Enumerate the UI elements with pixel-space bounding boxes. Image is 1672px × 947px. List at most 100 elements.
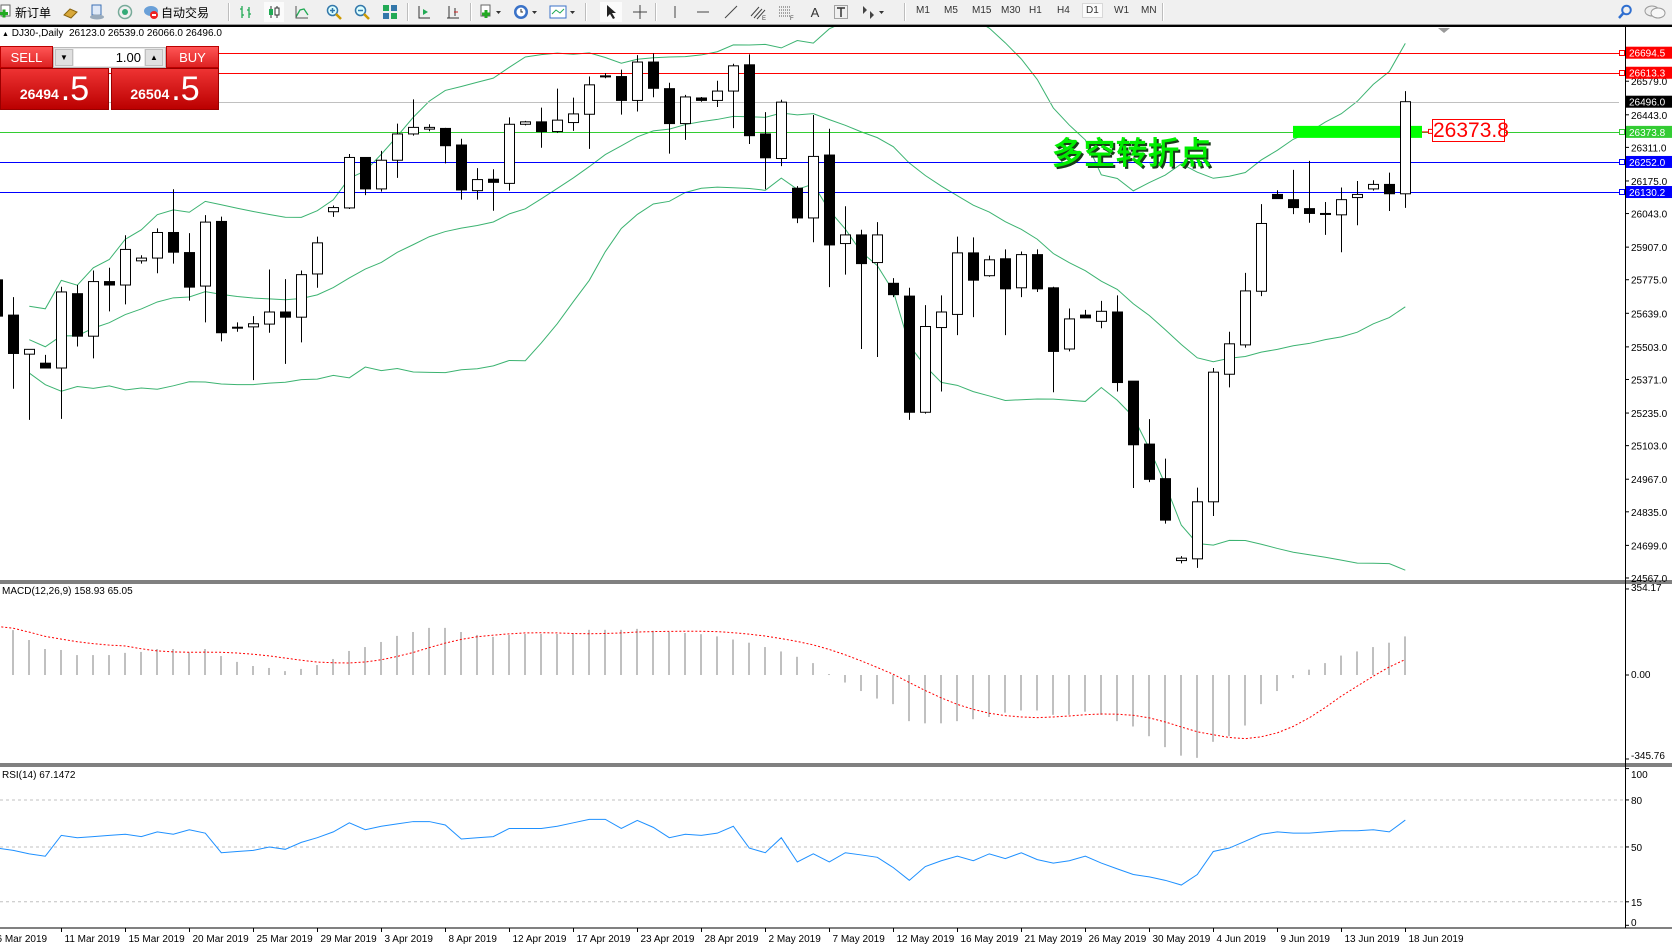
fibonacci-tool-button[interactable]: F: [776, 2, 798, 22]
timeframe-d1[interactable]: D1: [1082, 3, 1103, 18]
candle[interactable]: [1224, 331, 1235, 388]
collapse-triangle-icon[interactable]: ▲: [2, 31, 9, 38]
candle[interactable]: [840, 206, 851, 275]
lot-increase-button[interactable]: ▲: [145, 49, 163, 66]
market-watch-button[interactable]: [60, 2, 80, 22]
candle[interactable]: [1096, 300, 1107, 329]
data-window-button[interactable]: [87, 2, 107, 22]
candle[interactable]: [1400, 91, 1411, 208]
reversal-point-annotation[interactable]: 多空转折点: [1052, 136, 1212, 172]
candle[interactable]: [728, 63, 739, 129]
candle[interactable]: [664, 82, 675, 154]
candlestick-chart-button[interactable]: [264, 2, 284, 22]
crosshair-tool-button[interactable]: [629, 2, 651, 22]
chart-shift-button[interactable]: [443, 2, 463, 22]
candle[interactable]: [120, 235, 131, 305]
label-tool-button[interactable]: [830, 2, 852, 22]
candle[interactable]: [168, 189, 179, 264]
candle[interactable]: [1256, 204, 1267, 297]
timeframe-w1[interactable]: W1: [1114, 5, 1129, 16]
templates-button[interactable]: [548, 2, 578, 22]
candle[interactable]: [808, 114, 819, 243]
candle[interactable]: [1032, 249, 1043, 292]
candle[interactable]: [248, 316, 259, 381]
sell-button[interactable]: SELL: [0, 46, 53, 68]
candle[interactable]: [536, 107, 547, 148]
candle[interactable]: [1240, 272, 1251, 348]
candle[interactable]: [456, 138, 467, 200]
candle[interactable]: [552, 88, 563, 133]
candle[interactable]: [1384, 172, 1395, 212]
candle[interactable]: [72, 285, 83, 347]
candle[interactable]: [216, 216, 227, 342]
candle[interactable]: [296, 270, 307, 343]
bar-chart-button[interactable]: [236, 2, 256, 22]
candle[interactable]: [312, 236, 323, 288]
candle[interactable]: [1192, 487, 1203, 568]
channel-tool-button[interactable]: E: [748, 2, 770, 22]
horizontal-line-tool-button[interactable]: [692, 2, 714, 22]
candle[interactable]: [1352, 180, 1363, 226]
candle[interactable]: [1128, 380, 1139, 488]
candle[interactable]: [88, 270, 99, 359]
candle[interactable]: [1016, 251, 1027, 298]
candle[interactable]: [984, 255, 995, 277]
chat-button[interactable]: [1642, 2, 1668, 22]
new-order-button[interactable]: 新订单: [0, 2, 51, 22]
search-button[interactable]: [1614, 2, 1636, 22]
candle[interactable]: [360, 156, 371, 196]
arrows-tool-button[interactable]: [858, 2, 888, 22]
candle[interactable]: [0, 278, 3, 326]
candle[interactable]: [936, 295, 947, 392]
candle[interactable]: [744, 54, 755, 144]
candle[interactable]: [424, 124, 435, 132]
candle[interactable]: [136, 255, 147, 264]
candle[interactable]: [568, 97, 579, 131]
candle[interactable]: [328, 205, 339, 217]
candle[interactable]: [56, 286, 67, 419]
chart-shift-marker-icon[interactable]: [1438, 28, 1450, 33]
timeframe-m1[interactable]: M1: [916, 5, 930, 16]
candle[interactable]: [792, 186, 803, 224]
sell-price-button[interactable]: 26494.5: [0, 68, 109, 110]
candle[interactable]: [1368, 180, 1379, 191]
candle[interactable]: [440, 127, 451, 164]
text-tool-button[interactable]: A: [804, 2, 826, 22]
vertical-line-tool-button[interactable]: [664, 2, 686, 22]
candle[interactable]: [1080, 309, 1091, 319]
candle[interactable]: [1160, 458, 1171, 524]
candle[interactable]: [888, 278, 899, 298]
candle[interactable]: [184, 233, 195, 301]
candle[interactable]: [280, 279, 291, 364]
candle[interactable]: [392, 123, 403, 178]
candle[interactable]: [616, 69, 627, 115]
candle[interactable]: [904, 287, 915, 420]
reversal-price-label[interactable]: 26373.8: [1432, 119, 1509, 142]
timeframe-m30[interactable]: M30: [1001, 5, 1021, 16]
candle[interactable]: [1112, 295, 1123, 392]
timeframe-m5[interactable]: M5: [944, 5, 958, 16]
candle[interactable]: [952, 236, 963, 336]
candle[interactable]: [408, 99, 419, 136]
periods-button[interactable]: [512, 2, 540, 22]
candle[interactable]: [1000, 249, 1011, 336]
candle[interactable]: [504, 117, 515, 191]
zoom-out-button[interactable]: [352, 2, 372, 22]
navigator-button[interactable]: [115, 2, 135, 22]
candle[interactable]: [40, 354, 51, 369]
candle[interactable]: [776, 99, 787, 167]
auto-scroll-button[interactable]: [414, 2, 434, 22]
candle[interactable]: [1064, 308, 1075, 352]
candle[interactable]: [1176, 556, 1187, 564]
candle[interactable]: [8, 297, 19, 389]
candle[interactable]: [1048, 286, 1059, 393]
candle[interactable]: [856, 229, 867, 350]
buy-price-button[interactable]: 26504.5: [111, 68, 219, 110]
candle[interactable]: [696, 96, 707, 102]
indicators-button[interactable]: [478, 2, 504, 22]
candle[interactable]: [872, 222, 883, 358]
candle[interactable]: [24, 348, 35, 420]
candle[interactable]: [200, 215, 211, 323]
timeframe-mn[interactable]: MN: [1141, 5, 1157, 16]
